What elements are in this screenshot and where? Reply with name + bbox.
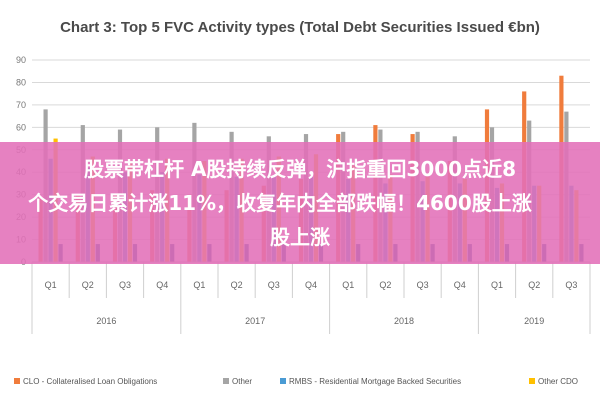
x-tick-label: Q4	[454, 280, 466, 290]
year-label: 2017	[245, 316, 265, 326]
legend-swatch	[14, 378, 20, 384]
x-tick-label: Q4	[305, 280, 317, 290]
x-tick-label: Q3	[565, 280, 577, 290]
legend: CLO - Collateralised Loan Obligations Oth…	[14, 377, 578, 386]
y-tick-label: 80	[16, 77, 26, 87]
x-tick-label: Q1	[342, 280, 354, 290]
x-axis: Q1 Q2 Q3 Q4 Q1 Q2 Q3 Q4 Q1 Q2 Q3 Q4 Q1 Q2 Q3 2016 2017 20…	[31, 261, 591, 334]
y-tick-label: 90	[16, 55, 26, 65]
x-tick-label: Q3	[268, 280, 280, 290]
legend-swatch	[529, 378, 535, 384]
y-tick-label: 70	[16, 100, 26, 110]
x-tick-label: Q3	[417, 280, 429, 290]
overlay-line-2: 个交易日累计涨11%，收复年内全部跌幅！4600股上涨	[28, 191, 532, 215]
legend-label: Other	[232, 377, 252, 386]
x-tick-label: Q2	[82, 280, 94, 290]
legend-label: RMBS - Residential Mortgage Backed Secur…	[289, 377, 461, 386]
legend-label: CLO - Collateralised Loan Obligations	[23, 377, 157, 386]
promo-overlay-banner[interactable]: 股票带杠杆 A股持续反弹，沪指重回3000点近8 个交易日累计涨11%，收复年内…	[0, 142, 600, 264]
year-label: 2018	[394, 316, 414, 326]
x-tick-label: Q3	[119, 280, 131, 290]
legend-swatch	[280, 378, 286, 384]
y-tick-label: 60	[16, 122, 26, 132]
year-label: 2019	[524, 316, 544, 326]
x-tick-label: Q1	[193, 280, 205, 290]
year-label: 2016	[96, 316, 116, 326]
x-tick-label: Q2	[379, 280, 391, 290]
chart-title: Chart 3: Top 5 FVC Activity types (Total…	[60, 19, 540, 36]
overlay-line-1: 股票带杠杆 A股持续反弹，沪指重回3000点近8	[83, 157, 517, 181]
legend-label: Other CDO	[538, 377, 578, 386]
x-tick-label: Q1	[45, 280, 57, 290]
legend-swatch	[223, 378, 229, 384]
x-tick-label: Q4	[156, 280, 168, 290]
x-tick-label: Q2	[231, 280, 243, 290]
overlay-line-3: 股上涨	[270, 225, 330, 249]
x-tick-label: Q1	[491, 280, 503, 290]
x-tick-label: Q2	[528, 280, 540, 290]
